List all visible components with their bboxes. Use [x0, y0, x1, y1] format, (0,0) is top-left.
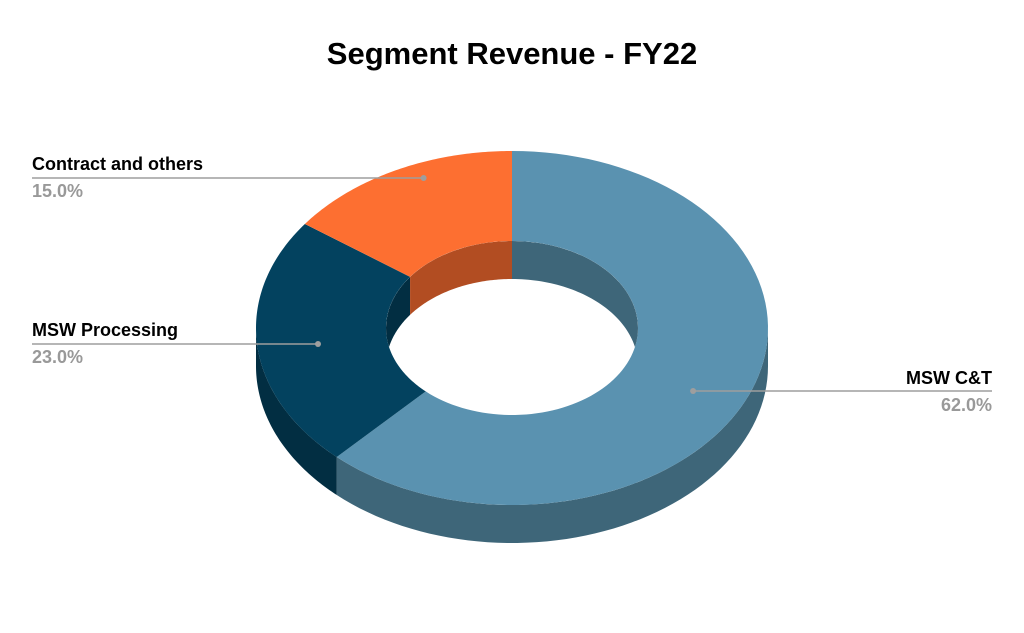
leader-dot-msw-processing — [315, 341, 321, 347]
inner-wall-contract-and-others — [410, 241, 512, 315]
chart-title: Segment Revenue - FY22 — [327, 36, 697, 71]
inner-wall-msw-processing — [386, 276, 411, 366]
outer-wall-msw-candt — [336, 328, 768, 543]
label-name-msw-processing: MSW Processing — [32, 320, 178, 340]
leader-dot-contract-and-others — [420, 175, 427, 181]
leader-dot-msw-candt — [690, 388, 697, 394]
slice-labels: MSW C&T 62.0% MSW Processing 23.0% Contract … — [32, 154, 992, 415]
label-value-msw-processing: 23.0% — [32, 347, 83, 367]
label-name-msw-candt: MSW C&T — [906, 368, 992, 388]
label-value-contract-and-others: 15.0% — [32, 181, 83, 201]
slice-msw-candt[interactable] — [336, 151, 768, 505]
donut-chart — [256, 151, 768, 543]
outer-wall-msw-processing — [256, 328, 337, 496]
label-name-contract-and-others: Contract and others — [32, 154, 203, 174]
slice-contract-and-others[interactable] — [304, 151, 512, 277]
inner-wall-msw-candt — [512, 241, 638, 366]
label-value-msw-candt: 62.0% — [941, 395, 992, 415]
inner-wall — [386, 241, 638, 366]
slice-msw-processing[interactable] — [256, 223, 426, 458]
